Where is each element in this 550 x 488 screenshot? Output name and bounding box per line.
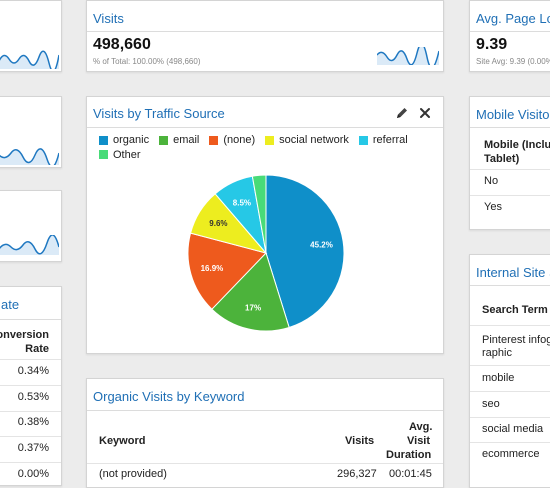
pie-slice-label: 9.6% (209, 219, 227, 228)
sparkline-icon (0, 50, 59, 69)
pie-slice-other[interactable] (251, 174, 267, 254)
site-search-card: Internal Site S Search Term Pinterest in… (469, 254, 550, 488)
table-cell[interactable]: raphic (482, 347, 512, 359)
pie-slice-label: 17% (245, 304, 261, 313)
table-cell: 0.53% (17, 391, 49, 403)
column-header-duration[interactable]: Duration (386, 449, 432, 461)
legend-label: organic (113, 134, 150, 146)
pie-slice-label: 16.9% (201, 264, 224, 273)
table-cell[interactable]: Pinterest infog (482, 334, 550, 346)
pie-slice-email[interactable] (211, 252, 290, 332)
column-header-visits[interactable]: Visits (345, 435, 375, 447)
table-cell-duration: 00:01:45 (389, 468, 432, 480)
table-cell-visits: 296,327 (337, 468, 377, 480)
pie-slice-none[interactable] (187, 232, 267, 310)
column-header[interactable]: Mobile (Inclu (484, 139, 550, 151)
card-title: Visits (93, 11, 124, 26)
keyword-card: Organic Visits by Keyword Keyword Visits… (86, 378, 444, 488)
legend-item[interactable]: social network (265, 133, 349, 147)
legend-item[interactable]: (none) (209, 133, 255, 147)
table-cell-keyword[interactable]: (not provided) (99, 468, 167, 480)
sparkline-icon (0, 235, 59, 255)
column-header-keyword[interactable]: Keyword (99, 435, 146, 447)
card-title: ate (1, 297, 20, 312)
pie-slice-label: 8.5% (233, 198, 251, 207)
card-title: Avg. Page Lo (476, 11, 550, 26)
legend-label: referral (372, 134, 408, 146)
table-cell[interactable]: ecommerce (482, 448, 540, 460)
legend-swatch (159, 135, 169, 145)
card-title: Visits by Traffic Source (93, 106, 225, 121)
pie-chart[interactable]: 45.2% 17% 16.9% 9.6% 8.5% (185, 173, 347, 333)
table-cell: No (484, 175, 499, 187)
metric-value: 9.39 (476, 36, 508, 53)
card-title: Organic Visits by Keyword (93, 389, 245, 404)
table-cell: 0.37% (17, 442, 49, 454)
column-header[interactable]: Tablet) (484, 153, 520, 165)
legend-swatch (99, 135, 108, 145)
column-header[interactable]: Search Term (482, 304, 548, 316)
card-title: Internal Site S (476, 265, 550, 280)
legend-label: social network (279, 134, 349, 146)
legend-swatch (209, 135, 219, 145)
metric-subtitle: Site Avg: 9.39 (0.00%) (476, 57, 550, 66)
card-title: Mobile Visitors (476, 107, 550, 122)
table-cell[interactable]: seo (482, 398, 500, 410)
pie-slice-organic[interactable] (265, 174, 345, 329)
table-cell[interactable]: social media (482, 423, 544, 435)
legend-label: Other (113, 148, 141, 161)
sparkline-icon (377, 47, 439, 65)
column-header: Rate (25, 343, 49, 355)
legend-swatch (99, 150, 108, 159)
legend-item[interactable]: email (159, 133, 199, 147)
table-cell[interactable]: mobile (482, 372, 515, 384)
column-header-duration[interactable]: Avg. (409, 421, 433, 433)
table-cell: Yes (484, 201, 502, 213)
table-cell: 0.00% (17, 468, 49, 480)
left-sparkline-card-2 (0, 96, 62, 168)
legend-item[interactable]: organic (99, 133, 149, 147)
table-cell: 0.38% (17, 416, 49, 428)
chart-legend: organic email (none) social network referral… (99, 133, 419, 162)
table-cell: 0.34% (17, 365, 49, 377)
traffic-source-card: Visits by Traffic Source organic email (no… (86, 96, 444, 354)
legend-label: (none) (223, 134, 256, 146)
mobile-visitors-card: Mobile Visitors Mobile (Inclu Tablet) No… (469, 96, 550, 230)
legend-item[interactable]: Other (99, 148, 141, 162)
legend-label: email (173, 134, 200, 146)
sparkline-icon (0, 148, 59, 165)
conversion-rate-card: ate onversion Rate 0.34% 0.53% 0.38% 0.3… (0, 286, 62, 486)
metric-value: 498,660 (93, 36, 151, 53)
legend-swatch (358, 135, 368, 145)
legend-swatch (265, 135, 275, 145)
legend-item[interactable]: referral (358, 133, 408, 147)
metric-subtitle: % of Total: 100.00% (498,660) (93, 57, 201, 66)
close-icon[interactable] (419, 107, 431, 119)
column-header: onversion (0, 329, 49, 341)
pie-slice-label: 45.2% (310, 241, 333, 250)
column-header-duration[interactable]: Visit (407, 435, 431, 447)
pencil-icon[interactable] (395, 106, 409, 120)
left-sparkline-card-3 (0, 190, 62, 262)
avg-page-load-card: Avg. Page Lo 9.39 Site Avg: 9.39 (0.00%) (469, 0, 550, 72)
left-sparkline-card-1 (0, 0, 62, 72)
visits-card: Visits 498,660 % of Total: 100.00% (498,… (86, 0, 444, 72)
